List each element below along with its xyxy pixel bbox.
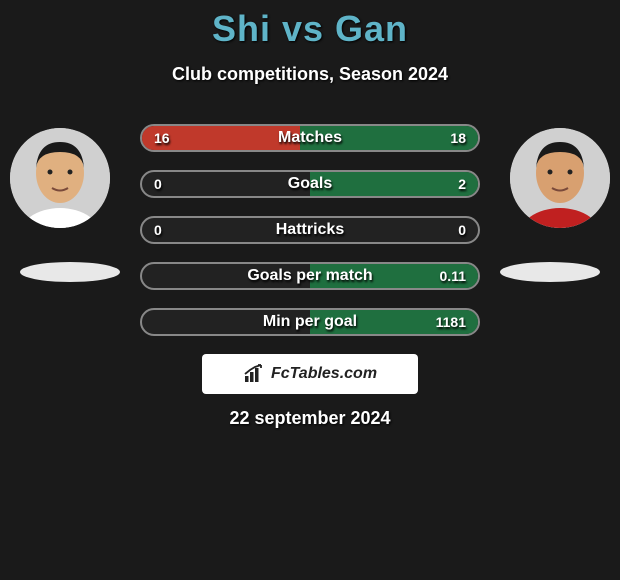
stat-label: Goals per match: [247, 267, 372, 285]
club-badge-right: [500, 262, 600, 282]
stat-right-value: 0.11: [440, 268, 466, 284]
stat-label: Goals: [288, 175, 332, 193]
stat-right-value: 18: [450, 130, 466, 146]
stat-label: Hattricks: [276, 221, 344, 239]
stat-right-value: 1181: [436, 314, 466, 330]
chart-icon: [243, 363, 265, 385]
brand-text: FcTables.com: [271, 365, 377, 383]
comparison-infographic: Shi vs Gan Club competitions, Season 202…: [0, 0, 620, 580]
stat-label: Matches: [278, 129, 342, 147]
date-text: 22 september 2024: [0, 408, 620, 429]
stat-row: Min per goal 1181: [140, 308, 480, 336]
page-title: Shi vs Gan: [0, 8, 620, 50]
stat-row: 0 Hattricks 0: [140, 216, 480, 244]
player-left-avatar: [10, 128, 110, 228]
stat-right-value: 2: [458, 176, 466, 192]
stat-row: 0 Goals 2: [140, 170, 480, 198]
club-badge-left: [20, 262, 120, 282]
stat-left-value: 0: [154, 176, 162, 192]
stat-right-value: 0: [458, 222, 466, 238]
stat-label: Min per goal: [263, 313, 357, 331]
subtitle: Club competitions, Season 2024: [0, 64, 620, 85]
stat-fill-right: [310, 172, 478, 196]
player-right-avatar: [510, 128, 610, 228]
stat-row: Goals per match 0.11: [140, 262, 480, 290]
stat-left-value: 0: [154, 222, 162, 238]
stats-list: 16 Matches 18 0 Goals 2 0 Hattricks 0 Goals per m…: [140, 124, 480, 354]
stat-left-value: 16: [154, 130, 170, 146]
stat-row: 16 Matches 18: [140, 124, 480, 152]
brand-box: FcTables.com: [202, 354, 418, 394]
